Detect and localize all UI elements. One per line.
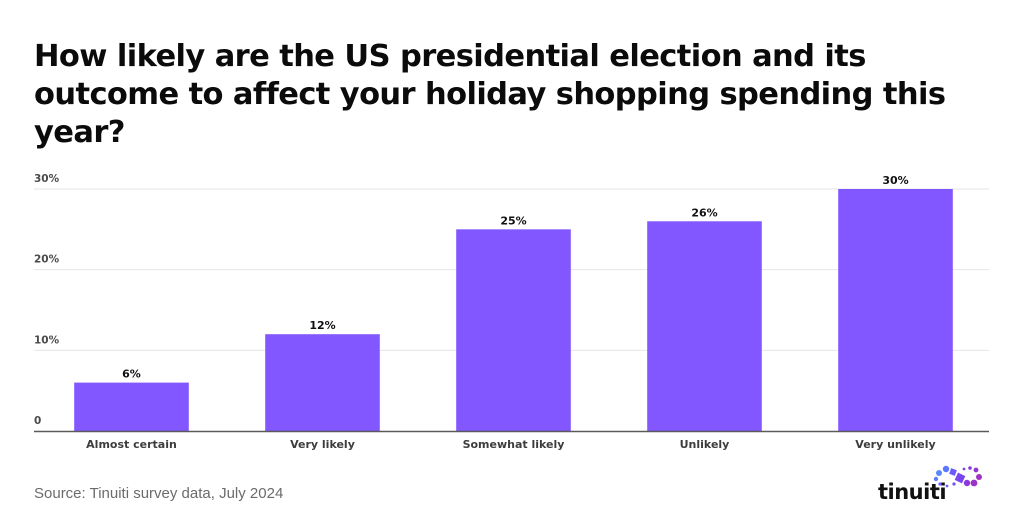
logo-wordmark: tinuiti bbox=[878, 480, 947, 504]
tinuiti-logo: tinuiti bbox=[878, 462, 998, 512]
x-category-label: Very unlikely bbox=[855, 438, 935, 451]
bar bbox=[647, 221, 762, 431]
data-label: 12% bbox=[309, 319, 335, 332]
chart-title: How likely are the US presidential elect… bbox=[34, 39, 946, 150]
y-tick-label: 30% bbox=[34, 173, 60, 185]
tinuiti-infinity-dots-logo-icon bbox=[933, 465, 982, 488]
data-labels: 6% 12% 25% 26% 30% bbox=[122, 174, 909, 381]
x-category-label: Unlikely bbox=[680, 438, 730, 451]
bar bbox=[265, 334, 380, 431]
x-axis-categories: Almost certain Very likely Somewhat likely… bbox=[86, 438, 936, 451]
bars bbox=[74, 189, 953, 431]
x-category-label: Somewhat likely bbox=[463, 438, 565, 451]
data-label: 30% bbox=[882, 174, 908, 187]
data-label: 6% bbox=[122, 368, 141, 381]
bar bbox=[456, 229, 571, 431]
bar bbox=[74, 382, 189, 431]
source-note: Source: Tinuiti survey data, July 2024 bbox=[34, 485, 284, 502]
y-axis-ticks: 0 10% 20% 30% bbox=[34, 173, 60, 427]
x-category-label: Almost certain bbox=[86, 438, 177, 451]
data-label: 26% bbox=[691, 206, 717, 219]
y-tick-label: 0 bbox=[34, 415, 41, 427]
data-label: 25% bbox=[500, 214, 526, 227]
y-tick-label: 10% bbox=[34, 334, 60, 346]
y-tick-label: 20% bbox=[34, 254, 60, 266]
bar bbox=[838, 189, 953, 431]
x-category-label: Very likely bbox=[290, 438, 355, 451]
